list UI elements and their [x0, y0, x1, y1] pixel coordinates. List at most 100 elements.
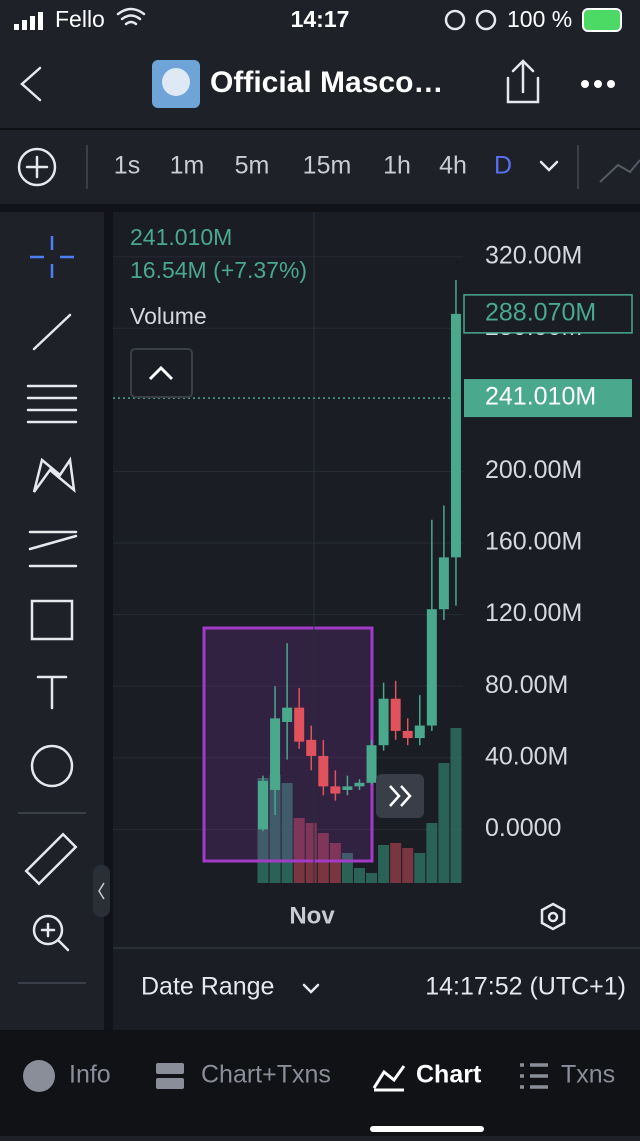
volume-bar — [281, 783, 293, 883]
channel-tool[interactable] — [28, 530, 78, 568]
volume-bar — [390, 843, 402, 883]
more-button[interactable] — [581, 80, 615, 88]
carrier: Fello — [55, 6, 105, 32]
interval-button[interactable]: 5m — [235, 152, 270, 180]
chart-style-icon[interactable] — [599, 159, 640, 183]
volume-bar — [438, 763, 450, 883]
info-icon — [23, 1060, 55, 1092]
settings-icon — [547, 911, 559, 923]
list-icon — [520, 1063, 548, 1089]
y-tick-label: 320.00M — [485, 241, 582, 269]
candle-body — [426, 609, 437, 726]
legend-value: 241.010M — [130, 224, 232, 250]
zoom-icon — [40, 922, 70, 952]
clock: 14:17 — [291, 6, 350, 32]
add-icon — [25, 155, 49, 179]
collapse-icon — [98, 882, 105, 900]
signal — [14, 12, 43, 30]
wifi-icon — [116, 7, 146, 26]
volume-bar — [402, 848, 414, 883]
share-button[interactable] — [506, 59, 540, 104]
tab[interactable]: Txns — [561, 1061, 615, 1089]
y-tick-label: 120.00M — [485, 599, 582, 627]
dropdown-icon — [302, 983, 320, 994]
tab[interactable]: Chart — [416, 1061, 482, 1089]
divider — [0, 204, 640, 212]
candle-body — [378, 698, 389, 746]
back-button[interactable] — [20, 66, 42, 102]
x-axis-label: Nov — [289, 902, 335, 929]
selection-box — [202, 626, 374, 863]
volume-bar — [450, 728, 462, 883]
clock-utc: 14:17:52 (UTC+1) — [425, 973, 626, 1001]
header-title: Official Masco… — [210, 66, 443, 99]
volume-bar — [329, 843, 341, 883]
candle-body — [294, 707, 305, 742]
rectangle-tool[interactable] — [30, 599, 74, 641]
top-bar-bg — [0, 0, 640, 128]
interval-dropdown[interactable] — [539, 160, 559, 172]
volume-bar — [414, 853, 426, 883]
settings-button[interactable] — [540, 902, 566, 931]
chart-bg — [113, 212, 640, 1030]
high-price-label: 288.070M — [485, 298, 596, 326]
candle-body — [402, 730, 413, 739]
volume-bar — [317, 833, 329, 883]
volume-bar — [353, 868, 365, 883]
interval-button[interactable]: 1h — [383, 152, 411, 180]
legend-indicator: Volume — [130, 303, 207, 329]
volume-bar — [366, 873, 378, 883]
avatar-face — [162, 68, 190, 96]
volume-bar — [378, 845, 390, 883]
chevron-up — [148, 365, 174, 381]
alarm-icon — [475, 9, 497, 31]
tab[interactable]: Chart+Txns — [201, 1061, 331, 1089]
volume-bar — [426, 823, 438, 883]
interval-button[interactable]: 4h — [439, 152, 467, 180]
tab[interactable]: Info — [69, 1061, 111, 1089]
candle-body — [342, 786, 353, 790]
interval-button[interactable]: 1s — [114, 152, 140, 180]
trend-line-tool[interactable] — [32, 313, 72, 351]
interval-button[interactable]: 15m — [303, 152, 352, 180]
y-tick-label: 0.0000 — [485, 814, 561, 842]
volume-bar — [293, 818, 305, 883]
interval-button[interactable]: D — [494, 152, 512, 180]
candle-body — [450, 313, 461, 558]
zoom-tool[interactable] — [32, 914, 64, 946]
y-tick-label: 80.00M — [485, 671, 568, 699]
candle-body — [366, 745, 377, 783]
y-tick-label: 40.00M — [485, 742, 568, 770]
scroll-icon — [389, 785, 412, 807]
collapse-panel-button[interactable] — [93, 865, 110, 917]
candle-body — [270, 718, 281, 790]
legend-change: 16.54M (+7.37%) — [130, 257, 307, 283]
candle-body — [390, 698, 401, 731]
candle-body — [258, 781, 268, 830]
emoji-tool[interactable] — [30, 744, 74, 788]
divider — [104, 212, 113, 1030]
volume-bar — [341, 853, 353, 883]
pattern-tool[interactable] — [32, 456, 76, 494]
chart-icon — [372, 1065, 406, 1092]
text-tool[interactable] — [36, 675, 68, 710]
candle-body — [318, 755, 329, 787]
tab-bar-bg — [0, 1030, 640, 1136]
add-indicator-button[interactable] — [17, 147, 57, 187]
lock-icon — [444, 9, 466, 31]
candle-body — [414, 725, 425, 739]
candle-body — [354, 782, 365, 787]
interval-button[interactable]: 1m — [170, 152, 205, 180]
candle-body — [330, 786, 341, 794]
split-icon — [156, 1063, 184, 1074]
last-price-label: 241.010M — [485, 383, 596, 411]
ruler-tool[interactable] — [24, 832, 78, 886]
fib-tool[interactable] — [26, 384, 78, 424]
collapse-legend-button[interactable] — [130, 348, 193, 398]
crosshair-tool[interactable] — [30, 236, 74, 278]
volume-bar — [305, 823, 317, 883]
battery-text: 100 % — [507, 6, 572, 32]
date-range-button[interactable]: Date Range — [141, 973, 274, 1001]
split-icon — [156, 1078, 184, 1089]
